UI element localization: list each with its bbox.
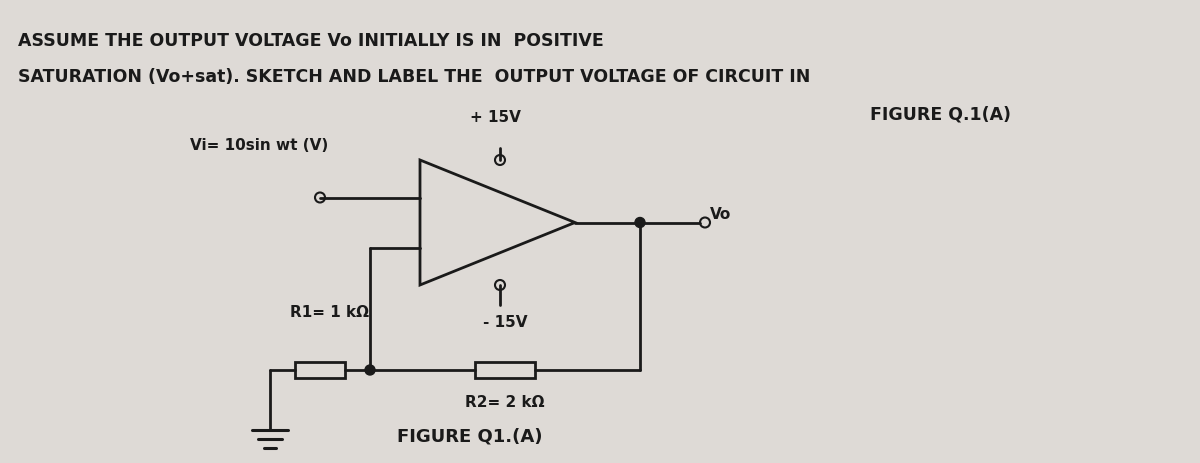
Circle shape [635,218,646,227]
Text: FIGURE Q1.(A): FIGURE Q1.(A) [397,427,542,445]
Bar [295,362,346,378]
Text: - 15V: - 15V [482,315,527,330]
Text: Vi= 10sin wt (V): Vi= 10sin wt (V) [190,138,329,152]
Text: R1= 1 kΩ: R1= 1 kΩ [290,305,370,320]
Bar [475,362,535,378]
Text: FIGURE Q.1(A): FIGURE Q.1(A) [870,105,1010,123]
Text: R2= 2 kΩ: R2= 2 kΩ [466,395,545,410]
Circle shape [365,365,374,375]
Text: Vo: Vo [710,207,731,222]
Text: ASSUME THE OUTPUT VOLTAGE Vo INITIALLY IS IN  POSITIVE: ASSUME THE OUTPUT VOLTAGE Vo INITIALLY I… [18,32,604,50]
Text: + 15V: + 15V [469,110,521,125]
Text: SATURATION (Vo+sat). SKETCH AND LABEL THE  OUTPUT VOLTAGE OF CIRCUIT IN: SATURATION (Vo+sat). SKETCH AND LABEL TH… [18,68,810,86]
